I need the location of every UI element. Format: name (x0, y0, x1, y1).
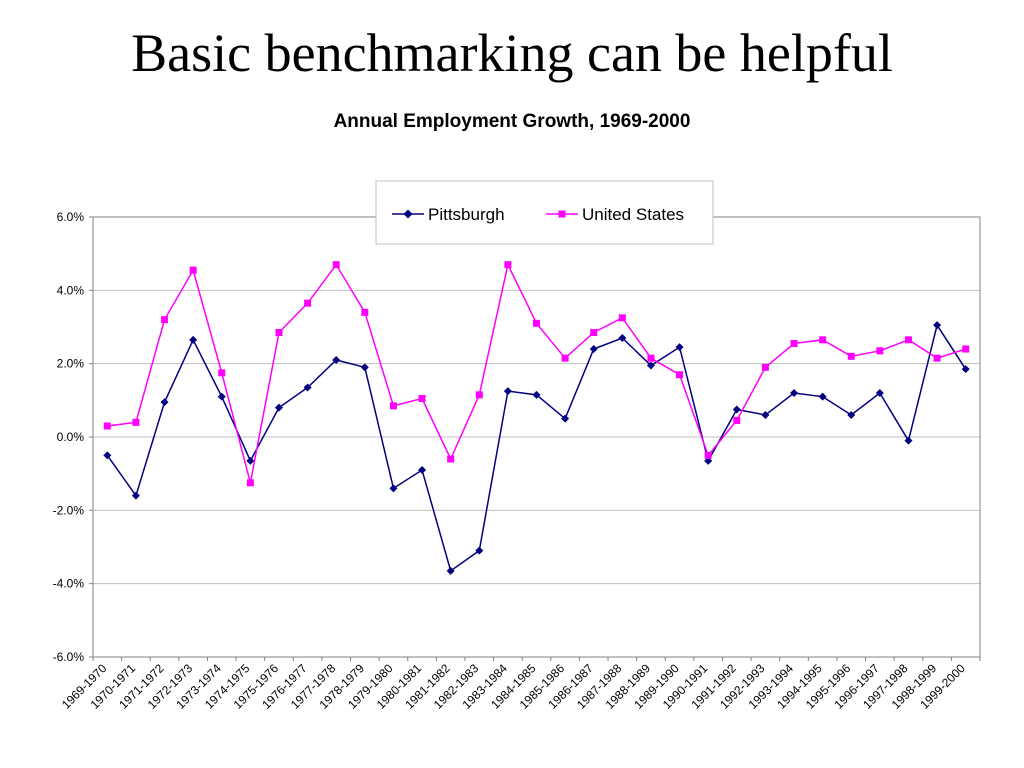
data-point-united-states (132, 418, 140, 426)
data-point-united-states (819, 336, 827, 344)
x-axis: 1969-19701970-19711971-19721972-19731973… (59, 657, 981, 712)
data-point-united-states (275, 329, 283, 336)
data-point-united-states (304, 299, 312, 307)
data-point-pittsburgh (446, 566, 455, 575)
series-layer (103, 261, 970, 575)
data-point-pittsburgh (761, 411, 770, 419)
legend-box (375, 180, 714, 245)
legend-marker-pittsburgh (403, 209, 413, 219)
chart-title: Annual Employment Growth, 1969-2000 (333, 111, 691, 132)
data-point-united-states (933, 354, 941, 362)
data-point-pittsburgh (618, 334, 627, 342)
data-point-united-states (590, 329, 598, 336)
data-point-united-states (618, 314, 626, 322)
data-point-united-states (533, 319, 540, 327)
data-point-pittsburgh (131, 491, 140, 500)
data-point-united-states (361, 308, 369, 316)
data-point-united-states (676, 371, 684, 379)
data-point-united-states (447, 455, 455, 463)
y-tick-label: 6.0% (57, 210, 85, 224)
data-point-pittsburgh (532, 390, 541, 399)
data-point-pittsburgh (475, 546, 484, 555)
y-tick-label: -2.0% (53, 503, 85, 517)
data-point-pittsburgh (875, 389, 884, 397)
legend-label-united-states: United States (582, 205, 684, 224)
data-point-united-states (561, 354, 569, 362)
data-point-united-states (332, 261, 340, 269)
data-point-pittsburgh (303, 383, 312, 392)
data-point-united-states (103, 422, 111, 430)
data-point-united-states (733, 417, 741, 424)
y-tick-label: 0.0% (57, 430, 85, 444)
data-point-pittsburgh (217, 392, 226, 401)
data-point-united-states (904, 336, 912, 344)
data-point-united-states (504, 261, 512, 269)
data-point-pittsburgh (904, 436, 913, 445)
series-line-united-states (107, 262, 966, 484)
data-point-pittsburgh (360, 363, 369, 372)
data-point-pittsburgh (160, 398, 169, 407)
y-tick-label: 2.0% (57, 357, 85, 371)
data-point-pittsburgh (675, 343, 684, 352)
data-point-pittsburgh (790, 389, 799, 397)
data-point-pittsburgh (246, 456, 255, 465)
legend: Pittsburgh United States (375, 180, 714, 245)
gridlines (93, 289, 980, 585)
data-point-pittsburgh (933, 321, 942, 330)
data-point-united-states (389, 402, 397, 410)
data-point-pittsburgh (732, 405, 741, 414)
data-point-united-states (761, 363, 769, 371)
data-point-united-states (847, 352, 855, 360)
y-tick-label: -4.0% (53, 577, 85, 591)
y-tick-label: -6.0% (53, 650, 85, 664)
data-point-united-states (218, 369, 226, 377)
data-point-pittsburgh (961, 365, 970, 374)
data-point-pittsburgh (847, 411, 856, 419)
data-point-pittsburgh (189, 335, 198, 344)
data-point-pittsburgh (503, 387, 512, 396)
legend-marker-united-states (558, 210, 566, 218)
data-point-united-states (876, 347, 884, 355)
data-point-pittsburgh (646, 361, 655, 370)
data-point-pittsburgh (561, 414, 570, 423)
data-point-pittsburgh (103, 451, 112, 460)
data-point-united-states (246, 479, 254, 487)
data-point-pittsburgh (818, 392, 827, 401)
y-tick-label: 4.0% (57, 283, 85, 297)
data-point-united-states (418, 395, 426, 402)
data-point-united-states (790, 340, 798, 347)
data-point-pittsburgh (274, 403, 283, 412)
slide-title: Basic benchmarking can be helpful (131, 23, 893, 83)
data-point-united-states (189, 266, 197, 274)
legend-label-pittsburgh: Pittsburgh (428, 205, 505, 224)
data-point-pittsburgh (418, 466, 427, 474)
data-point-pittsburgh (389, 484, 398, 493)
data-point-united-states (962, 345, 970, 353)
data-point-united-states (475, 391, 483, 399)
y-axis: 6.0% 4.0% 2.0% 0.0% -2.0% -4.0% -6.0% (53, 210, 93, 664)
data-point-united-states (161, 316, 169, 324)
data-point-united-states (647, 354, 655, 362)
series-line-pittsburgh (106, 323, 967, 573)
data-point-united-states (704, 451, 712, 459)
data-point-pittsburgh (332, 356, 341, 364)
data-point-pittsburgh (589, 345, 598, 353)
